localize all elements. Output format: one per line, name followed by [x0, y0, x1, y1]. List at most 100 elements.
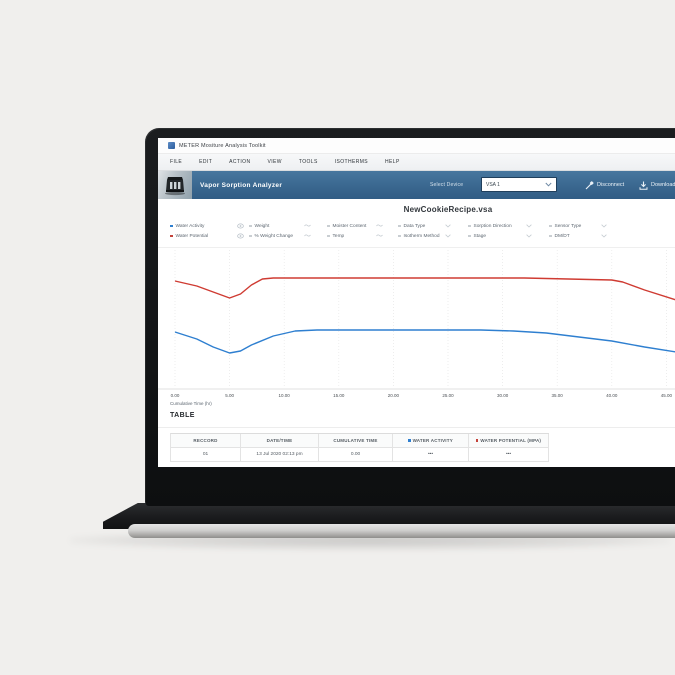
legend-item-water-potential[interactable]: Water Potential	[170, 231, 244, 241]
menu-item-isotherms[interactable]: ISOTHERMS	[334, 159, 369, 165]
chevron-down-icon	[545, 182, 552, 187]
window-title-bar: METER Mositure Analysis Toolkit	[158, 138, 675, 154]
x-tick-label: 0.00	[170, 393, 180, 398]
download-button[interactable]: Download	[651, 182, 675, 188]
legend-label: Data Type	[403, 223, 426, 229]
legend-bullet	[170, 224, 173, 228]
legend-item-data-type[interactable]: Data Type	[398, 221, 451, 231]
legend-column: Water Activity Water Potential	[170, 221, 244, 241]
x-tick-label: 15.00	[333, 393, 345, 398]
legend-column: Data Type Isotherm Method	[398, 221, 451, 241]
legend-label: Water Potential	[175, 233, 209, 239]
device-select[interactable]: VSA 1	[481, 177, 557, 192]
data-table: RECCORD DATE/TIME CUMULATIVE TIME WATER ACT…	[170, 433, 549, 462]
x-tick-label: 45.00	[660, 393, 673, 398]
legend-label: Water Activity	[175, 223, 205, 229]
legend-bullet	[170, 234, 173, 238]
toolbar-title: Vapor Sorption Analyzer	[200, 181, 283, 189]
main-content: NewCookieRecipe.vsa Water Activity Water …	[158, 199, 675, 467]
legend-bullet	[468, 224, 471, 228]
table-header-label: CUMULATIVE TIME	[333, 438, 378, 443]
menu-item-file[interactable]: FILE	[170, 159, 183, 165]
menu-item-tools[interactable]: TOOLS	[298, 159, 318, 165]
chevron-down-icon[interactable]	[445, 233, 451, 238]
legend-label: % Weight Change	[254, 233, 294, 239]
x-tick-label: 40.00	[606, 393, 618, 398]
x-tick-label: 5.00	[225, 393, 234, 398]
table-header-label: RECCORD	[193, 438, 218, 443]
legend-label: Sensor Type	[554, 223, 582, 229]
trend-icon	[304, 234, 311, 237]
table-cell: 13 Jul 2020 02:13 pm	[241, 448, 319, 461]
legend-bullet	[398, 234, 401, 238]
chart-area	[158, 247, 675, 392]
legend-bullet	[249, 234, 252, 238]
menu-item-action[interactable]: ACTION	[229, 159, 251, 165]
table-cell: •••	[469, 448, 549, 461]
legend-label: Weight	[254, 223, 270, 229]
app-window: METER Mositure Analysis Toolkit FILE EDIT…	[158, 138, 675, 467]
meter-app-icon	[168, 142, 175, 149]
table-header-water-activity: WATER ACTIVITY	[393, 434, 469, 447]
legend-item-weight-change[interactable]: % Weight Change	[249, 231, 311, 241]
connect-icon	[585, 171, 594, 199]
legend-label: DM/DT	[554, 233, 570, 239]
x-axis-label: Cumulative Time (hr)	[170, 401, 212, 406]
x-tick-label: 25.00	[442, 393, 454, 398]
table-row[interactable]: 01 13 Jul 2020 02:13 pm 0.00 ••• •••	[171, 448, 549, 462]
legend-item-temp[interactable]: Temp	[327, 231, 383, 241]
chevron-down-icon[interactable]	[445, 223, 451, 228]
legend-item-moister-content[interactable]: Moister Content	[327, 221, 383, 231]
series-line-water-potential	[174, 277, 675, 301]
trend-icon	[376, 234, 383, 237]
legend-bullet	[249, 224, 252, 228]
legend-label: Temp	[332, 233, 345, 239]
menu-item-edit[interactable]: EDIT	[199, 159, 213, 165]
legend-item-sensor-type[interactable]: Sensor Type	[549, 221, 607, 231]
laptop-base-edge	[128, 524, 675, 538]
legend-item-stage[interactable]: Stage	[468, 231, 532, 241]
series-bullet	[475, 439, 479, 442]
laptop-shadow	[70, 534, 670, 550]
legend-item-weight[interactable]: Weight	[249, 221, 311, 231]
legend-bullet	[549, 224, 552, 228]
legend-item-water-activity[interactable]: Water Activity	[170, 221, 244, 231]
series-line-water-activity	[174, 329, 675, 354]
legend-item-isotherm-method[interactable]: Isotherm Method	[398, 231, 451, 241]
legend-item-sorption-direction[interactable]: Sorption Direction	[468, 221, 532, 231]
chevron-down-icon[interactable]	[526, 223, 532, 228]
series-bullet	[408, 439, 411, 442]
toolbar: Vapor Sorption Analyzer Select Device VS…	[158, 171, 675, 199]
table-cell-text: 01	[202, 452, 209, 457]
trend-icon	[376, 224, 383, 227]
chevron-down-icon[interactable]	[526, 233, 532, 238]
vsa-instrument-icon	[165, 177, 185, 196]
x-tick-label: 10.00	[278, 393, 290, 398]
legend-label: Moister Content	[332, 223, 367, 229]
menu-item-view[interactable]: VIEW	[267, 159, 282, 165]
legend-column: Weight % Weight Change	[249, 221, 311, 241]
legend-bullet	[327, 234, 330, 238]
chart-legend: Water Activity Water Potential Weight % Wei…	[158, 221, 675, 245]
legend-column: Moister Content Temp	[327, 221, 383, 241]
legend-bullet	[398, 224, 401, 228]
chevron-down-icon[interactable]	[601, 233, 607, 238]
eye-icon[interactable]	[237, 223, 244, 229]
x-tick-label: 35.00	[551, 393, 563, 398]
table-header-water-potential-mpa: WATER POTENTIAL (MPA)	[469, 434, 549, 447]
legend-item-dm-dt[interactable]: DM/DT	[549, 231, 607, 241]
table-header-label: WATER ACTIVITY	[412, 438, 453, 443]
legend-bullet	[327, 224, 330, 228]
legend-label: Sorption Direction	[473, 223, 512, 229]
window-title: METER Mositure Analysis Toolkit	[179, 142, 266, 149]
line-chart	[158, 250, 675, 390]
menu-bar: FILE EDIT ACTION VIEW TOOLS ISOTHERMS HELP	[158, 154, 675, 171]
table-cell-text: •••	[505, 452, 512, 457]
select-device-label: Select Device	[430, 182, 464, 188]
eye-icon[interactable]	[237, 233, 244, 239]
chevron-down-icon[interactable]	[601, 223, 607, 228]
x-tick-label: 20.00	[387, 393, 400, 398]
menu-item-help[interactable]: HELP	[385, 159, 400, 165]
disconnect-button[interactable]: Disconnect	[597, 182, 625, 188]
table-cell-text: 13 Jul 2020 02:13 pm	[256, 452, 303, 457]
